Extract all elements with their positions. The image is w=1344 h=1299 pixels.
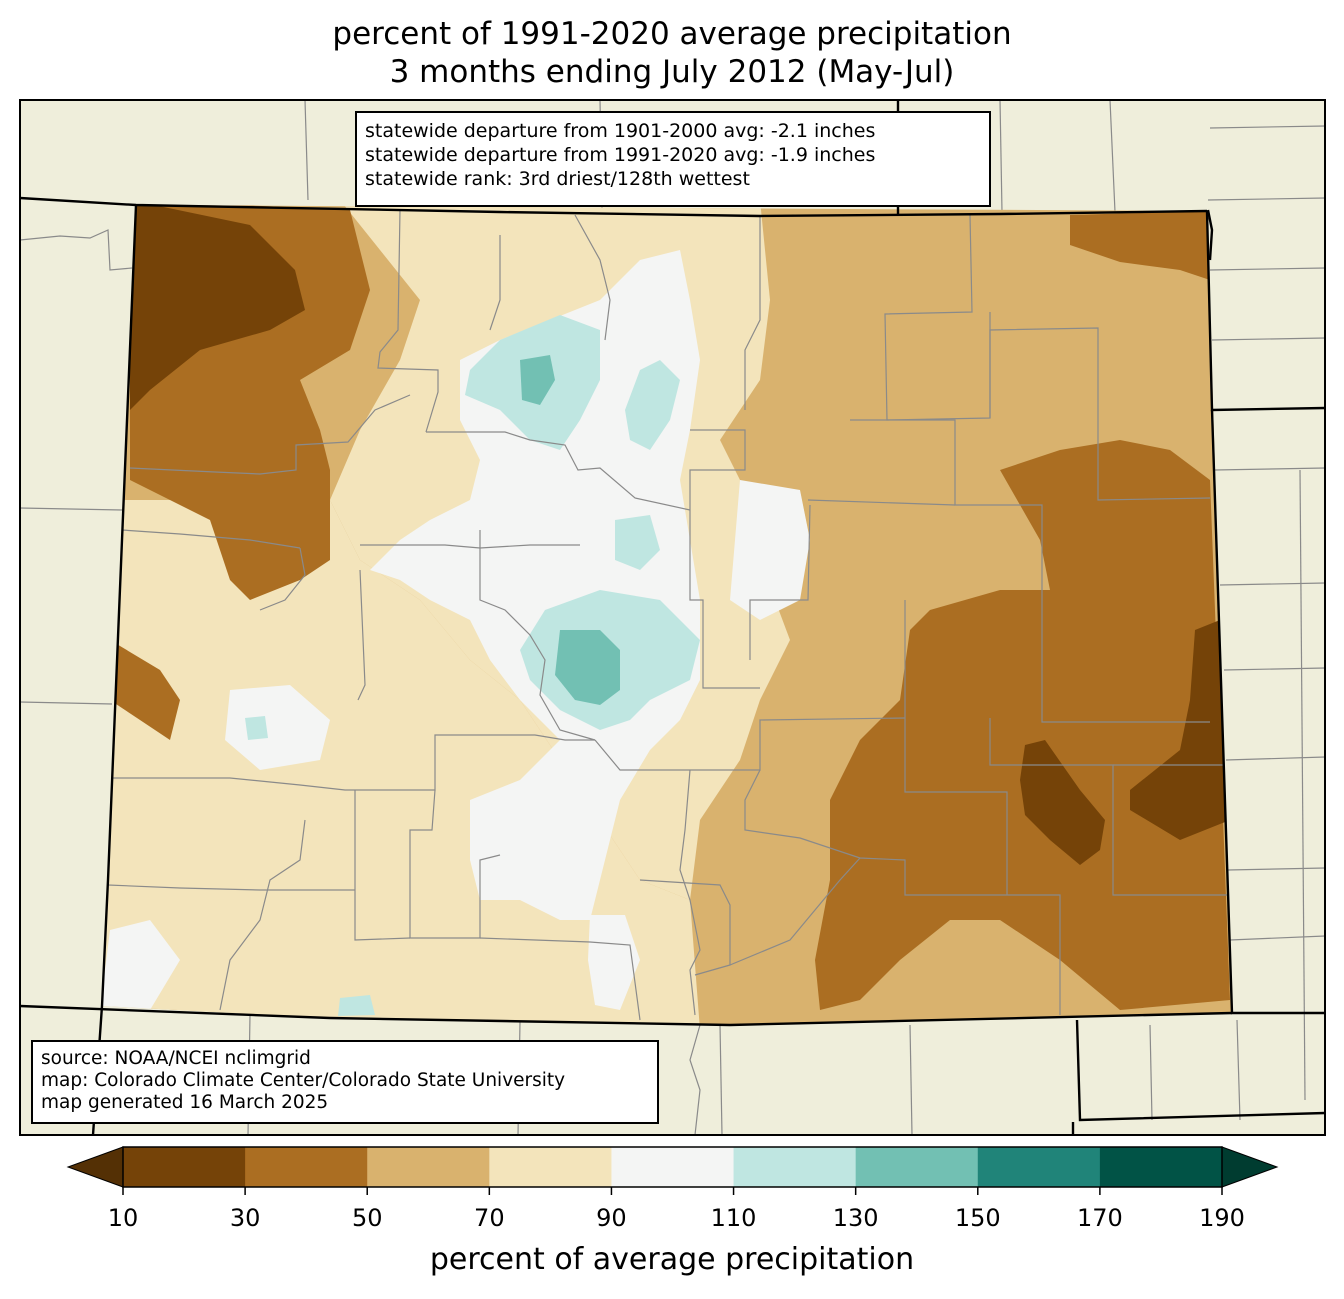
colorbar-segment <box>855 1147 979 1187</box>
source-box: source: NOAA/NCEI nclimgrid map: Colorad… <box>31 1040 659 1124</box>
colorbar-segment <box>977 1147 1101 1187</box>
colorbar-over-arrow <box>1221 1146 1279 1188</box>
colorbar-label: percent of average precipitation <box>429 1242 915 1277</box>
map-title-line1: percent of 1991-2020 average precipitati… <box>332 16 1012 52</box>
precipitation-shading <box>102 205 1232 1025</box>
colorbar-tick-label: 190 <box>1199 1204 1245 1232</box>
colorbar <box>66 1146 1279 1195</box>
colorbar-segment <box>733 1147 857 1187</box>
map-frame <box>19 99 1326 1136</box>
colorbar-tick-label: 90 <box>596 1204 627 1232</box>
colorbar-tick-label: 70 <box>474 1204 505 1232</box>
colorbar-tick-label: 150 <box>954 1204 1001 1232</box>
colorbar-segment <box>489 1147 612 1187</box>
source-line-1: source: NOAA/NCEI nclimgrid <box>41 1048 311 1069</box>
colorbar-tick-label: 50 <box>351 1204 383 1232</box>
colorbar-tick-label: 130 <box>832 1204 879 1232</box>
stats-line-2: statewide departure from 1991-2020 avg: … <box>365 144 876 166</box>
stats-line-1: statewide departure from 1901-2000 avg: … <box>365 120 876 142</box>
colorbar-frame <box>122 1146 1223 1188</box>
statewide-stats-box: statewide departure from 1901-2000 avg: … <box>355 111 991 207</box>
colorbar-segment <box>367 1147 490 1187</box>
colorbar-tick-label: 170 <box>1076 1204 1123 1232</box>
colorbar-segment <box>123 1147 246 1187</box>
stats-line-3: statewide rank: 3rd driest/128th wettest <box>365 168 750 190</box>
colorbar-segment <box>1099 1147 1223 1187</box>
colorbar-tick-label: 110 <box>710 1204 757 1232</box>
map-title-line2: 3 months ending July 2012 (May-Jul) <box>389 54 955 90</box>
source-line-2: map: Colorado Climate Center/Colorado St… <box>41 1070 566 1091</box>
colorbar-under-arrow <box>66 1146 124 1188</box>
county-lines <box>107 209 1232 1021</box>
colorbar-tick-label: 30 <box>229 1204 261 1232</box>
state-borders <box>20 100 1325 1135</box>
colorbar-segment <box>245 1147 368 1187</box>
source-line-3: map generated 16 March 2025 <box>41 1092 329 1113</box>
colorbar-segment <box>611 1147 735 1187</box>
colorbar-tick-label: 10 <box>107 1204 139 1232</box>
